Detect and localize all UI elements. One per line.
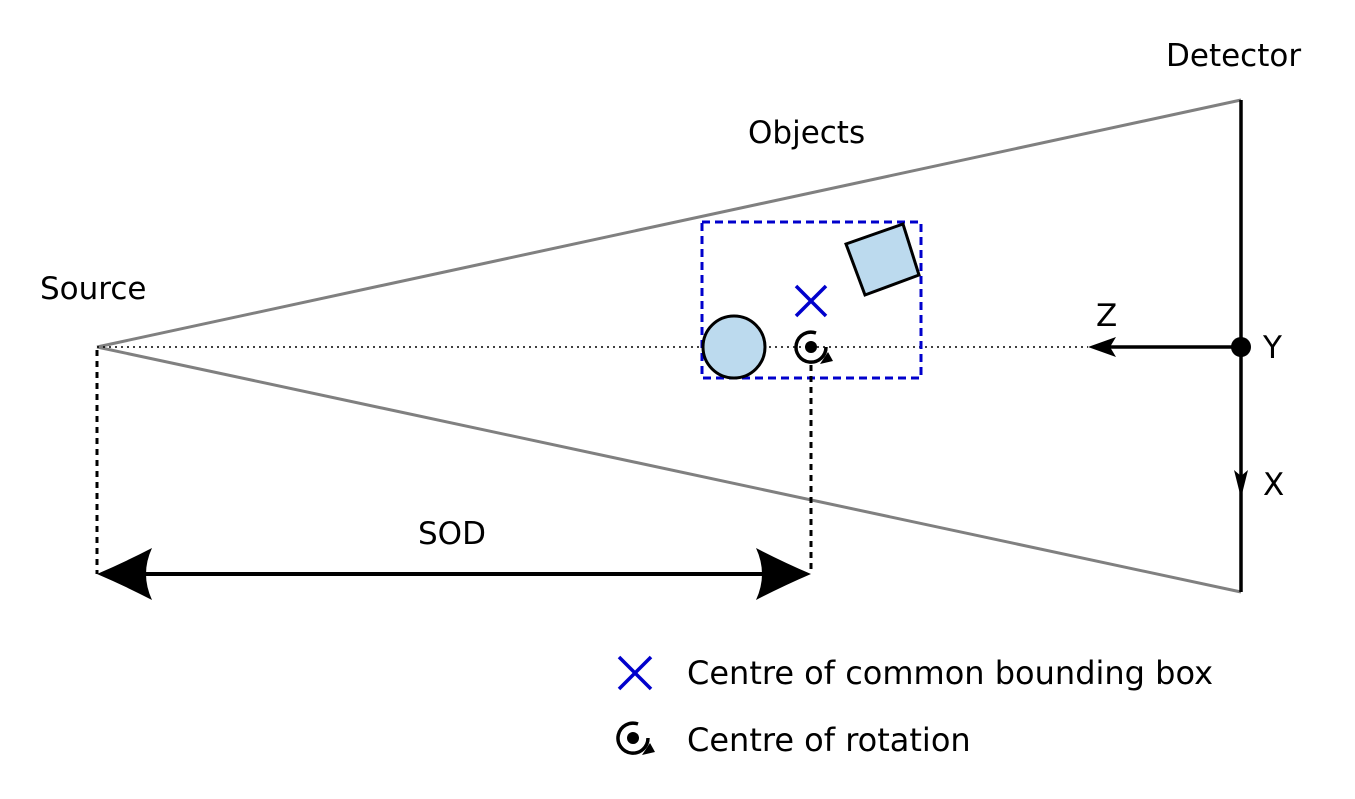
y-axis-label: Y <box>1262 330 1282 366</box>
y-axis-dot <box>1231 337 1251 357</box>
z-arrow-head <box>1088 337 1116 357</box>
sod-label: SOD <box>418 516 486 552</box>
square-object <box>844 222 921 297</box>
rotation-centre-icon <box>794 330 833 364</box>
bbox-centre-icon <box>794 284 828 318</box>
legend-bbox-centre-label: Centre of common bounding box <box>687 654 1213 692</box>
legend-bbox-centre-icon <box>617 655 653 691</box>
legend-rotation-centre-label: Centre of rotation <box>687 721 971 759</box>
circle-object <box>701 314 767 380</box>
detector-label: Detector <box>1166 38 1301 74</box>
source-label: Source <box>40 271 146 307</box>
sod-arrow-right <box>756 548 811 600</box>
beam-upper-edge <box>96 98 1242 349</box>
x-axis-label: X <box>1263 467 1284 503</box>
x-arrow-head <box>1234 470 1248 498</box>
legend-rotation-icon <box>616 721 655 755</box>
objects-label: Objects <box>748 115 865 151</box>
z-axis-label: Z <box>1096 298 1117 334</box>
sod-arrow-left <box>97 548 152 600</box>
beam-lower-edge <box>96 345 1242 594</box>
legend: Centre of common bounding box Centre of … <box>616 654 1213 759</box>
